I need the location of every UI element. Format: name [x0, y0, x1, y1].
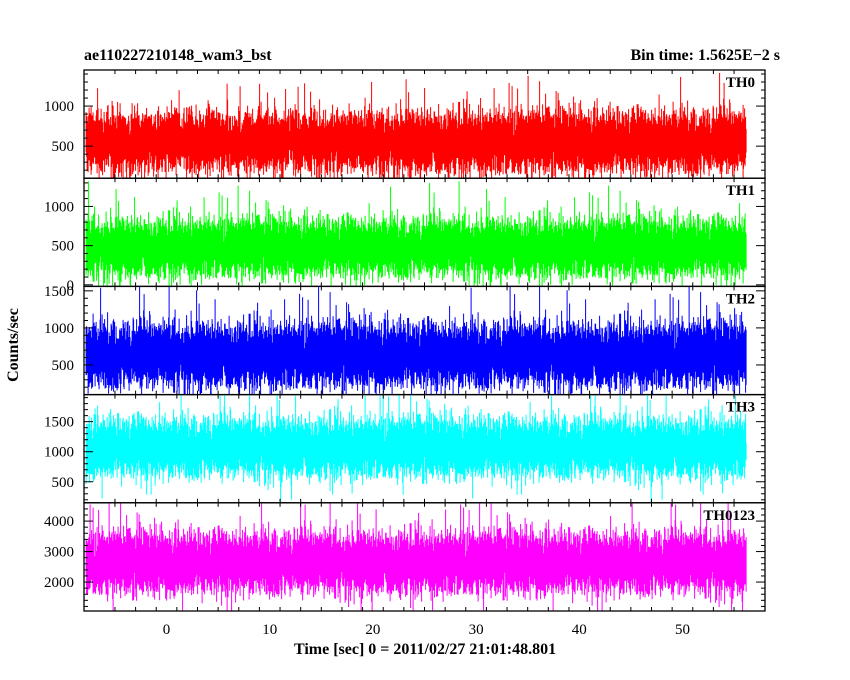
x-tick-label: 20: [365, 622, 380, 638]
x-axis-label: Time [sec] 0 = 2011/02/27 21:01:48.801: [294, 641, 556, 658]
y-tick-label: 500: [52, 239, 75, 255]
x-tick-label: 0: [163, 622, 171, 638]
bin-time-label: Bin time: 1.5625E−2 s: [630, 47, 780, 64]
series-th0: [85, 73, 747, 179]
panel-th0: 500 1000 TH0: [44, 69, 766, 179]
panel-label-th3: TH3: [726, 400, 755, 416]
panel-th0123: 2000 3000 4000 TH0123: [44, 502, 766, 612]
y-tick-label: 1500: [44, 415, 74, 431]
series-th0123: [85, 502, 747, 611]
panel-label-th2: TH2: [726, 291, 755, 307]
panel-th2: 500 1000 1500 TH2: [44, 284, 766, 396]
chart-title: ae110227210148_wam3_bst: [84, 47, 272, 64]
y-tick-label: 1000: [44, 99, 74, 115]
panel-th3: 500 1000 1500 TH3: [44, 393, 766, 504]
series-th2: [85, 286, 747, 395]
y-tick-label: 1000: [44, 321, 74, 337]
y-tick-label: 1000: [44, 199, 74, 215]
series-th3: [85, 394, 747, 503]
panel-label-th1: TH1: [726, 183, 755, 199]
y-tick-label: 0: [67, 278, 75, 294]
series-th1: [85, 181, 747, 287]
y-tick-label: 500: [52, 358, 75, 374]
x-tick-label: 10: [262, 622, 277, 638]
y-tick-label: 3000: [44, 545, 74, 561]
y-tick-label: 500: [52, 475, 75, 491]
y-tick-label: 1500: [44, 284, 74, 300]
x-tick-label: 50: [675, 622, 690, 638]
panel-label-th0: TH0: [726, 75, 755, 91]
y-tick-label: 500: [52, 139, 75, 155]
y-axis-label: Counts/sec: [5, 308, 22, 382]
panel-th1: 0 500 1000 TH1: [44, 177, 766, 294]
y-tick-label: 2000: [44, 575, 74, 591]
y-tick-label: 1000: [44, 445, 74, 461]
x-tick-label: 40: [572, 622, 587, 638]
panel-label-th0123: TH0123: [703, 508, 755, 524]
y-tick-label: 4000: [44, 514, 74, 530]
x-tick-label: 30: [469, 622, 484, 638]
